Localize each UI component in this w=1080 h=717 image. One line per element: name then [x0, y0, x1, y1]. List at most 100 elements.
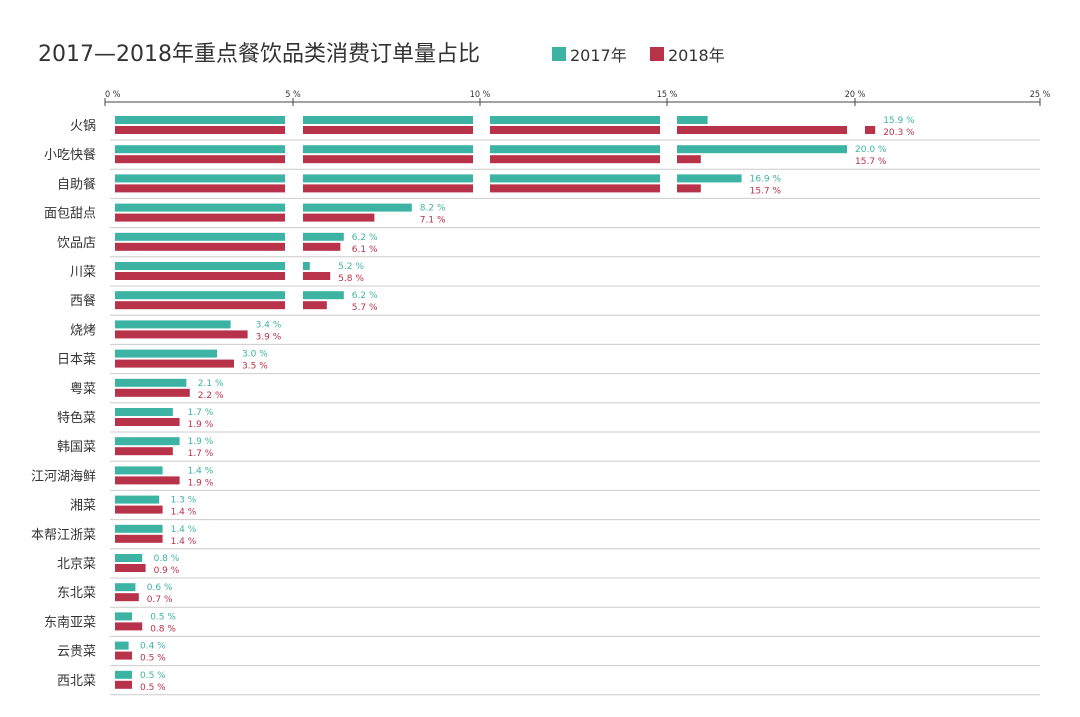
data-label-2017: 8.2 % — [420, 204, 446, 214]
data-label-2018: 0.9 % — [154, 566, 180, 576]
bar-2018 — [115, 213, 285, 222]
x-tick-label: 0 % — [105, 90, 121, 100]
category-label: 火锅 — [70, 118, 96, 134]
bar-2018 — [677, 155, 701, 164]
data-label-2017: 1.3 % — [171, 496, 197, 506]
legend-swatch-2017 — [552, 47, 566, 61]
data-label-2017: 1.9 % — [188, 437, 214, 447]
data-label-2017: 6.2 % — [352, 291, 378, 301]
data-label-2017: 1.4 % — [171, 525, 197, 535]
bar-2018 — [115, 126, 285, 134]
data-label-2018: 1.9 % — [188, 420, 214, 430]
data-label-2018: 20.3 % — [883, 128, 915, 138]
bar-2017 — [115, 378, 187, 387]
data-label-2018: 3.5 % — [242, 362, 268, 372]
bar-2017 — [115, 291, 285, 300]
bar-2018 — [115, 418, 180, 426]
chart-title: 2017—2018年重点餐饮品类消费订单量占比 — [38, 42, 480, 67]
bar-2017 — [115, 116, 285, 124]
data-label-2017: 6.2 % — [352, 233, 378, 243]
bar-2017 — [115, 437, 180, 446]
category-label: 面包甜点 — [44, 206, 96, 222]
bar-2018 — [303, 242, 341, 251]
data-label-2018: 5.7 % — [352, 303, 378, 313]
category-label: 饮品店 — [57, 236, 96, 251]
bar-2018 — [115, 680, 132, 689]
bar-2018 — [115, 593, 139, 602]
bar-2017 — [115, 408, 173, 416]
bar-2017 — [677, 116, 708, 124]
data-label-2017: 0.5 % — [140, 671, 166, 681]
bar-2018 — [115, 447, 173, 456]
bar-2017 — [115, 466, 163, 475]
data-label-2018: 15.7 % — [750, 186, 782, 196]
bar-2017 — [115, 232, 285, 241]
data-label-2018: 2.2 % — [198, 391, 224, 401]
bar-2018 — [115, 651, 132, 660]
bar-2018 — [115, 272, 285, 280]
bar-2017 — [115, 641, 129, 650]
x-tick-label: 10 % — [470, 90, 491, 100]
bar-2017 — [303, 174, 473, 183]
bar-2017 — [115, 320, 231, 329]
data-label-2017: 1.4 % — [188, 466, 214, 476]
data-label-2018: 0.7 % — [147, 595, 173, 605]
data-label-2017: 0.8 % — [154, 554, 180, 564]
bar-2017 — [115, 670, 132, 679]
bar-2018 — [115, 359, 234, 368]
category-label: 粤菜 — [70, 381, 96, 397]
bar-2017 — [490, 116, 660, 124]
category-label: 本帮江浙菜 — [31, 528, 96, 543]
category-label: 江河湖海鲜 — [31, 469, 96, 484]
bar-2018 — [115, 564, 146, 572]
category-label: 湘菜 — [70, 499, 96, 514]
data-label-2018: 6.1 % — [352, 245, 378, 255]
bar-2017 — [115, 495, 160, 504]
bar-2018 — [115, 155, 285, 164]
data-label-2018: 7.1 % — [420, 216, 446, 226]
bar-2017 — [115, 203, 285, 212]
bar-2017 — [677, 145, 847, 154]
data-label-2017: 16.9 % — [750, 174, 782, 184]
bar-2017 — [115, 174, 285, 183]
category-label: 特色菜 — [57, 410, 96, 426]
bar-2017 — [303, 116, 473, 124]
data-label-2017: 20.0 % — [855, 145, 887, 155]
category-label: 西北菜 — [57, 674, 96, 689]
bar-2018 — [490, 184, 660, 193]
bar-2018 — [115, 184, 285, 193]
category-label: 日本菜 — [57, 353, 96, 368]
bar-2017 — [115, 145, 285, 154]
bar-2017 — [490, 145, 660, 154]
bar-2018 — [115, 476, 180, 485]
category-label: 烧烤 — [70, 323, 96, 338]
bar-2017 — [303, 232, 344, 241]
bar-2018 — [677, 126, 847, 134]
x-tick-label: 25 % — [1030, 90, 1051, 100]
data-label-2018: 1.9 % — [188, 478, 214, 488]
data-label-2018: 1.4 % — [171, 508, 197, 518]
category-label: 川菜 — [70, 265, 96, 280]
bar-2018 — [115, 388, 190, 397]
category-label: 小吃快餐 — [44, 147, 96, 163]
category-label: 东南亚菜 — [44, 614, 96, 630]
data-label-2018: 15.7 % — [855, 157, 887, 167]
legend-2017: 2017年 — [552, 42, 627, 66]
bar-2018 — [115, 330, 248, 339]
data-label-2018: 5.8 % — [338, 274, 364, 284]
bar-2017 — [115, 554, 143, 562]
data-label-2017: 3.4 % — [256, 320, 282, 330]
bar-2017 — [303, 291, 344, 300]
bar-2017 — [303, 262, 310, 270]
legend-label: 2017年 — [570, 46, 627, 65]
bar-2018 — [115, 622, 143, 631]
legend-swatch-2018 — [650, 47, 664, 61]
data-label-2017: 3.0 % — [242, 350, 268, 360]
bar-2018 — [115, 242, 285, 251]
bar-2017 — [303, 145, 473, 154]
legend-label: 2018年 — [668, 46, 725, 65]
bar-2018 — [303, 184, 473, 193]
bar-2017 — [115, 583, 136, 592]
data-label-2017: 0.6 % — [147, 583, 173, 593]
